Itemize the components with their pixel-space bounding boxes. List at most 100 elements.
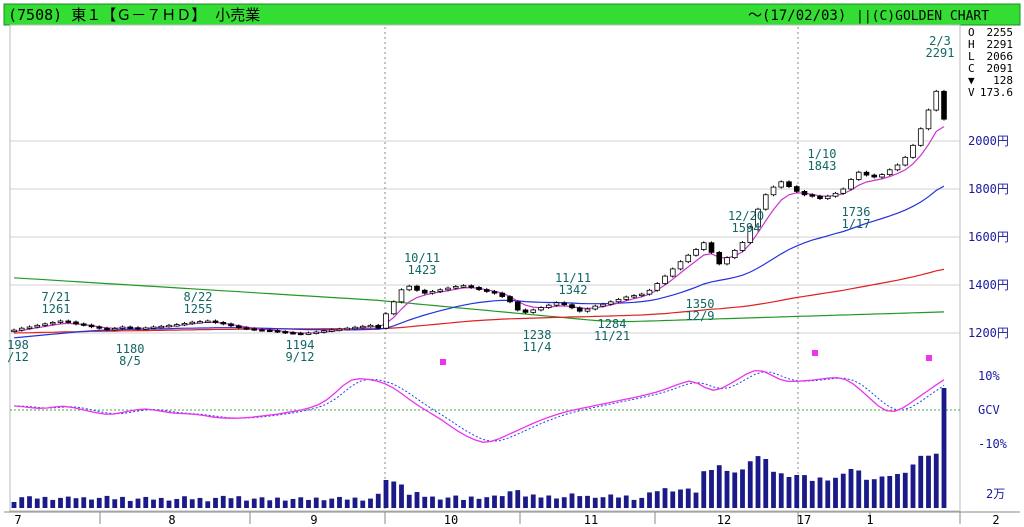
candle-body [662,275,668,284]
candle-body [104,327,110,331]
price-annotation-label: 1238 [523,328,552,342]
volume-bar [50,499,56,508]
volume-bar [430,496,435,508]
candle-body [507,296,513,303]
volume-bar [685,488,691,508]
plot-frame [9,24,961,512]
volume-bar [786,477,792,508]
candle-body [127,326,134,329]
price-annotation-label: 11/11 [555,271,591,285]
volume-bar [740,469,745,508]
candle-body [522,309,529,313]
candle-body [553,302,560,306]
candle-body [739,242,746,251]
volume-bar [166,500,172,508]
ma-long-line [13,268,945,334]
volume-bar [933,453,939,508]
volume-bar [701,471,707,508]
volume-bar [127,500,133,508]
month-label: 8 [168,513,175,527]
volume-bar [647,492,652,508]
volume-bar [523,496,528,508]
candle-body [933,90,940,111]
volume-bar [492,495,497,508]
candle-body [483,289,490,292]
candle-body [871,174,878,178]
volume-bar [755,456,761,508]
volume-bar [678,489,683,508]
volume-bar [709,470,714,508]
osc-signal-line [13,371,945,442]
candle-body [530,309,537,313]
candle-body [429,291,436,294]
grid [10,27,960,510]
ohlc-value: 2291 [987,38,1014,51]
candle-body [855,171,862,180]
candle-body [576,307,583,312]
volume-bar [918,455,924,508]
candle-body [142,327,149,330]
ohlc-key: C [968,62,975,75]
price-annotation-label: 10/11 [404,251,440,265]
candle-body [375,324,382,329]
volume-bar [58,497,63,508]
volume-bar [941,388,947,508]
candle-body [902,156,909,166]
candle-body [57,320,64,323]
volume-bar [352,497,358,508]
candles [11,89,947,336]
volume-bar [298,497,304,508]
candle-body [778,181,785,188]
volume-bar [631,499,637,508]
volume-bar [112,499,118,508]
candle-body [491,291,498,294]
candle-body [615,298,622,303]
price-annotation-label: 11/4 [523,340,552,354]
volume-bar [422,496,428,508]
candle-body [584,308,591,312]
volume-bar [19,497,25,508]
candle-body [189,321,196,325]
candle-body [173,324,180,327]
volume-bar [662,488,668,508]
price-annotation-label: 1350 [686,297,715,311]
candle-body [158,325,165,329]
volume-bar [368,498,373,508]
volume-bar [848,469,854,508]
price-annotation-label: 198 [7,338,29,352]
volume-bar [391,481,397,508]
volume-bar [189,499,195,508]
candle-body [119,326,126,329]
candle-body [344,327,351,331]
candle-body [623,296,630,300]
candle-body [414,285,420,291]
price-annotation-label: 8/5 [119,354,141,368]
price-annotation-label: 1/17 [842,217,871,231]
volume-bar [499,496,505,508]
candle-body [336,328,343,332]
volume-bar [158,497,164,508]
osc-main-line [13,369,945,443]
volume-bar [197,497,203,508]
candle-body [42,323,48,326]
candle-body [638,293,645,297]
candle-body [321,330,327,333]
osc-tick-label: 10% [978,369,1000,383]
candle-body [514,301,521,311]
month-label: 7 [14,513,21,527]
price-annotation-label: 2291 [926,46,955,60]
candle-body [181,322,188,326]
volume-bar [73,498,79,508]
price-tick-label: 2000円 [968,134,1009,148]
candle-body [685,254,692,263]
candle-body [437,289,444,292]
candle-body [406,285,413,291]
volume-bar [182,496,187,508]
volume-bar [120,496,125,508]
volume-bar [329,498,335,508]
candle-body [73,321,79,325]
volume-bar [27,496,32,508]
volume-bar [375,493,381,508]
volume-bar [639,497,645,508]
volume-bar [135,498,141,508]
